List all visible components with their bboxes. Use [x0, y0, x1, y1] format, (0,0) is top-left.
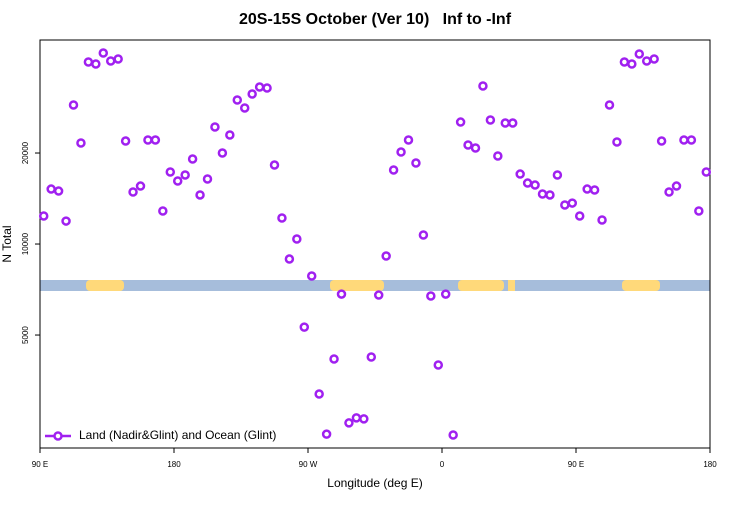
data-point: [247, 89, 257, 99]
data-point: [299, 322, 310, 332]
data-point: [686, 135, 697, 145]
legend-label: Land (Nadir&Glint) and Ocean (Glint): [79, 428, 276, 442]
data-point: [150, 135, 161, 145]
data-point: [172, 176, 183, 186]
data-point: [284, 254, 295, 264]
data-point: [344, 418, 354, 428]
data-point: [455, 117, 466, 127]
data-point: [656, 136, 667, 146]
x-tick-label: 180: [167, 460, 181, 469]
data-point: [388, 165, 399, 175]
data-point: [448, 430, 458, 440]
data-point: [381, 251, 391, 261]
data-point: [210, 122, 220, 132]
land-strip: [458, 280, 504, 291]
data-point: [68, 100, 79, 110]
data-point: [597, 215, 607, 225]
data-point: [440, 289, 451, 299]
x-tick-label: 180: [703, 460, 717, 469]
x-tick-label: 90 E: [568, 460, 584, 469]
data-point: [478, 81, 488, 91]
data-point: [329, 354, 339, 364]
data-point: [53, 186, 64, 196]
data-point: [426, 291, 436, 301]
data-point: [589, 185, 600, 195]
data-point: [530, 180, 540, 190]
data-point: [232, 95, 243, 105]
data-point: [485, 115, 496, 125]
data-point: [515, 169, 525, 179]
land-strip: [86, 280, 124, 291]
data-point: [113, 54, 123, 64]
x-tick-label: 0: [440, 460, 445, 469]
data-point: [187, 154, 198, 164]
chart-title: 20S-15S October (Ver 10) Inf to -Inf: [239, 11, 512, 28]
data-point: [277, 213, 287, 223]
data-point: [306, 271, 317, 281]
data-point: [567, 198, 578, 208]
data-point: [195, 190, 205, 200]
data-point: [128, 187, 138, 197]
y-tick-label: 5000: [21, 326, 30, 344]
data-point: [604, 100, 615, 110]
data-point: [321, 429, 332, 439]
data-point: [634, 49, 645, 59]
data-point: [463, 140, 473, 150]
land-strip: [622, 280, 660, 291]
data-point: [403, 135, 414, 145]
data-point: [217, 148, 228, 158]
data-point: [694, 206, 704, 216]
data-point: [671, 181, 682, 191]
data-point: [418, 230, 429, 240]
data-point: [470, 143, 481, 153]
data-point: [180, 170, 190, 180]
data-point: [262, 83, 272, 93]
data-point: [165, 167, 176, 177]
data-point: [135, 181, 146, 191]
data-point: [366, 352, 377, 362]
y-tick-label: 10000: [21, 232, 30, 255]
x-tick-label: 90 W: [299, 460, 318, 469]
data-point: [314, 389, 324, 399]
data-point: [574, 211, 585, 221]
land-ocean-strip: [40, 280, 710, 291]
data-point: [225, 130, 235, 140]
data-point: [649, 54, 659, 64]
data-point: [396, 147, 406, 157]
data-point: [545, 190, 555, 200]
data-point: [627, 59, 637, 69]
data-point: [158, 206, 168, 216]
data-point: [98, 48, 109, 58]
data-point: [664, 187, 674, 197]
data-point: [239, 103, 250, 113]
data-point: [612, 137, 622, 147]
data-point: [552, 170, 563, 180]
x-axis-label: Longitude (deg E): [327, 476, 422, 490]
data-point: [202, 174, 213, 184]
data-point: [701, 167, 712, 177]
y-axis-label: N Total: [0, 225, 14, 262]
x-tick-label: 90 E: [32, 460, 48, 469]
data-point: [373, 290, 384, 300]
data-point: [38, 211, 49, 221]
data-point: [91, 59, 101, 69]
data-point: [269, 160, 280, 170]
land-strip: [330, 280, 384, 291]
data-point: [411, 158, 421, 168]
data-point: [493, 151, 503, 161]
data-point: [507, 118, 518, 128]
legend-marker: [53, 431, 63, 441]
data-point: [336, 289, 347, 299]
data-point: [359, 414, 369, 424]
data-point: [120, 136, 131, 146]
data-point: [433, 360, 444, 370]
data-point: [61, 216, 71, 226]
y-tick-label: 20000: [21, 141, 30, 164]
data-point: [76, 138, 86, 148]
land-strip: [508, 280, 515, 291]
data-point: [292, 234, 302, 244]
